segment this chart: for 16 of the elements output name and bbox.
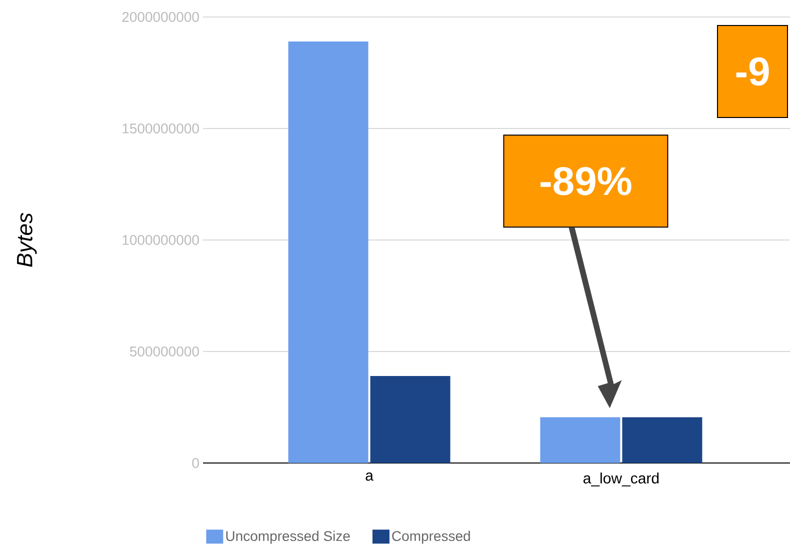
annotation: -89% bbox=[540, 166, 632, 196]
bar bbox=[540, 417, 620, 463]
x-tick-label: a_low_card bbox=[583, 472, 659, 486]
bar bbox=[622, 417, 702, 463]
annotation: -9 bbox=[736, 57, 769, 86]
bar bbox=[370, 376, 450, 463]
y-tick-label: 1000000000 bbox=[122, 235, 199, 245]
y-tick-label: 1500000000 bbox=[122, 124, 199, 134]
y-axis-title: Bytes bbox=[17, 212, 37, 267]
y-tick-label: 0 bbox=[192, 458, 199, 468]
bar bbox=[288, 42, 368, 463]
legend-label: Uncompressed Size bbox=[226, 530, 350, 544]
y-tick-label: 2000000000 bbox=[122, 12, 199, 22]
legend-label: Compressed bbox=[392, 530, 470, 544]
x-tick-label: a bbox=[366, 472, 374, 481]
y-tick-label: 500000000 bbox=[130, 346, 199, 356]
